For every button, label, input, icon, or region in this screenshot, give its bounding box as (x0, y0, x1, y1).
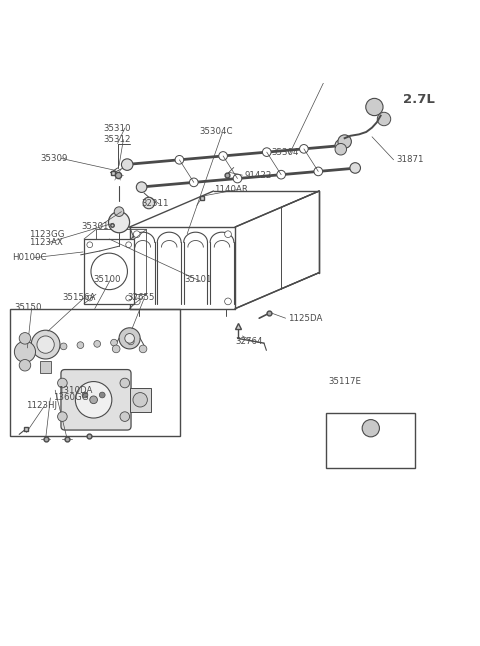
Circle shape (377, 112, 391, 126)
Circle shape (350, 163, 360, 173)
Circle shape (277, 171, 286, 179)
Text: 32655: 32655 (127, 293, 155, 302)
Circle shape (94, 340, 101, 348)
Text: 1125DA: 1125DA (288, 314, 323, 323)
Bar (10, 309, 180, 436)
Circle shape (58, 378, 67, 388)
Circle shape (58, 412, 67, 421)
Circle shape (335, 140, 347, 151)
Circle shape (190, 178, 198, 187)
Text: 32764: 32764 (235, 337, 263, 346)
Circle shape (108, 212, 130, 233)
Text: 35301: 35301 (82, 222, 109, 231)
Circle shape (139, 345, 147, 353)
Text: 31871: 31871 (396, 155, 423, 164)
Circle shape (112, 345, 120, 353)
Text: 91422: 91422 (245, 171, 272, 180)
Circle shape (335, 143, 347, 155)
Circle shape (99, 392, 105, 398)
Circle shape (14, 341, 36, 362)
Circle shape (136, 182, 147, 193)
Circle shape (225, 231, 231, 238)
Circle shape (31, 330, 60, 359)
Text: 1123AX: 1123AX (29, 238, 62, 247)
Text: H0100C: H0100C (12, 253, 47, 262)
Circle shape (219, 152, 228, 160)
Circle shape (133, 298, 140, 305)
Text: 35156A: 35156A (62, 293, 96, 302)
Text: 1123HJ: 1123HJ (26, 401, 58, 410)
Circle shape (314, 167, 323, 176)
Text: 35309: 35309 (41, 154, 68, 163)
Text: 1140AR: 1140AR (214, 185, 248, 194)
Circle shape (128, 338, 134, 345)
Circle shape (77, 342, 84, 348)
Circle shape (175, 156, 184, 164)
Bar (40, 361, 51, 373)
Text: 35304: 35304 (271, 148, 299, 156)
Circle shape (114, 207, 124, 216)
Circle shape (60, 343, 67, 349)
Bar (130, 388, 151, 412)
Circle shape (110, 339, 118, 346)
Circle shape (338, 135, 351, 149)
Circle shape (263, 148, 271, 156)
Circle shape (19, 359, 31, 371)
Circle shape (125, 333, 134, 343)
Circle shape (133, 393, 147, 407)
Bar (326, 413, 415, 468)
Circle shape (87, 242, 93, 247)
Text: 35310: 35310 (103, 123, 131, 132)
Circle shape (133, 231, 140, 238)
Circle shape (120, 412, 130, 421)
Circle shape (19, 333, 31, 344)
Circle shape (37, 336, 54, 353)
Text: 35150: 35150 (14, 303, 42, 312)
Text: 35100: 35100 (94, 275, 121, 284)
Circle shape (225, 298, 231, 305)
Bar (84, 239, 134, 304)
Text: 32311: 32311 (142, 200, 169, 209)
Circle shape (119, 328, 140, 349)
Text: 2.7L: 2.7L (403, 93, 435, 106)
Circle shape (126, 242, 132, 247)
Text: 35101: 35101 (185, 275, 212, 284)
Circle shape (82, 392, 88, 398)
Text: 35312: 35312 (103, 135, 131, 144)
Text: 1123GG: 1123GG (29, 230, 64, 239)
Circle shape (121, 159, 133, 171)
Circle shape (126, 295, 132, 301)
Text: 1360GG: 1360GG (53, 393, 88, 402)
Circle shape (75, 382, 112, 418)
Circle shape (90, 396, 97, 404)
Circle shape (366, 98, 383, 116)
Circle shape (120, 378, 130, 388)
Circle shape (87, 295, 93, 301)
Circle shape (91, 253, 127, 289)
Bar (96, 229, 146, 294)
Text: 35304C: 35304C (199, 127, 233, 136)
Circle shape (233, 174, 242, 183)
Circle shape (143, 197, 155, 209)
Circle shape (300, 145, 308, 153)
Circle shape (362, 419, 379, 437)
FancyBboxPatch shape (61, 370, 131, 430)
Text: 35117E: 35117E (329, 377, 362, 386)
Text: 1310DA: 1310DA (58, 386, 92, 395)
